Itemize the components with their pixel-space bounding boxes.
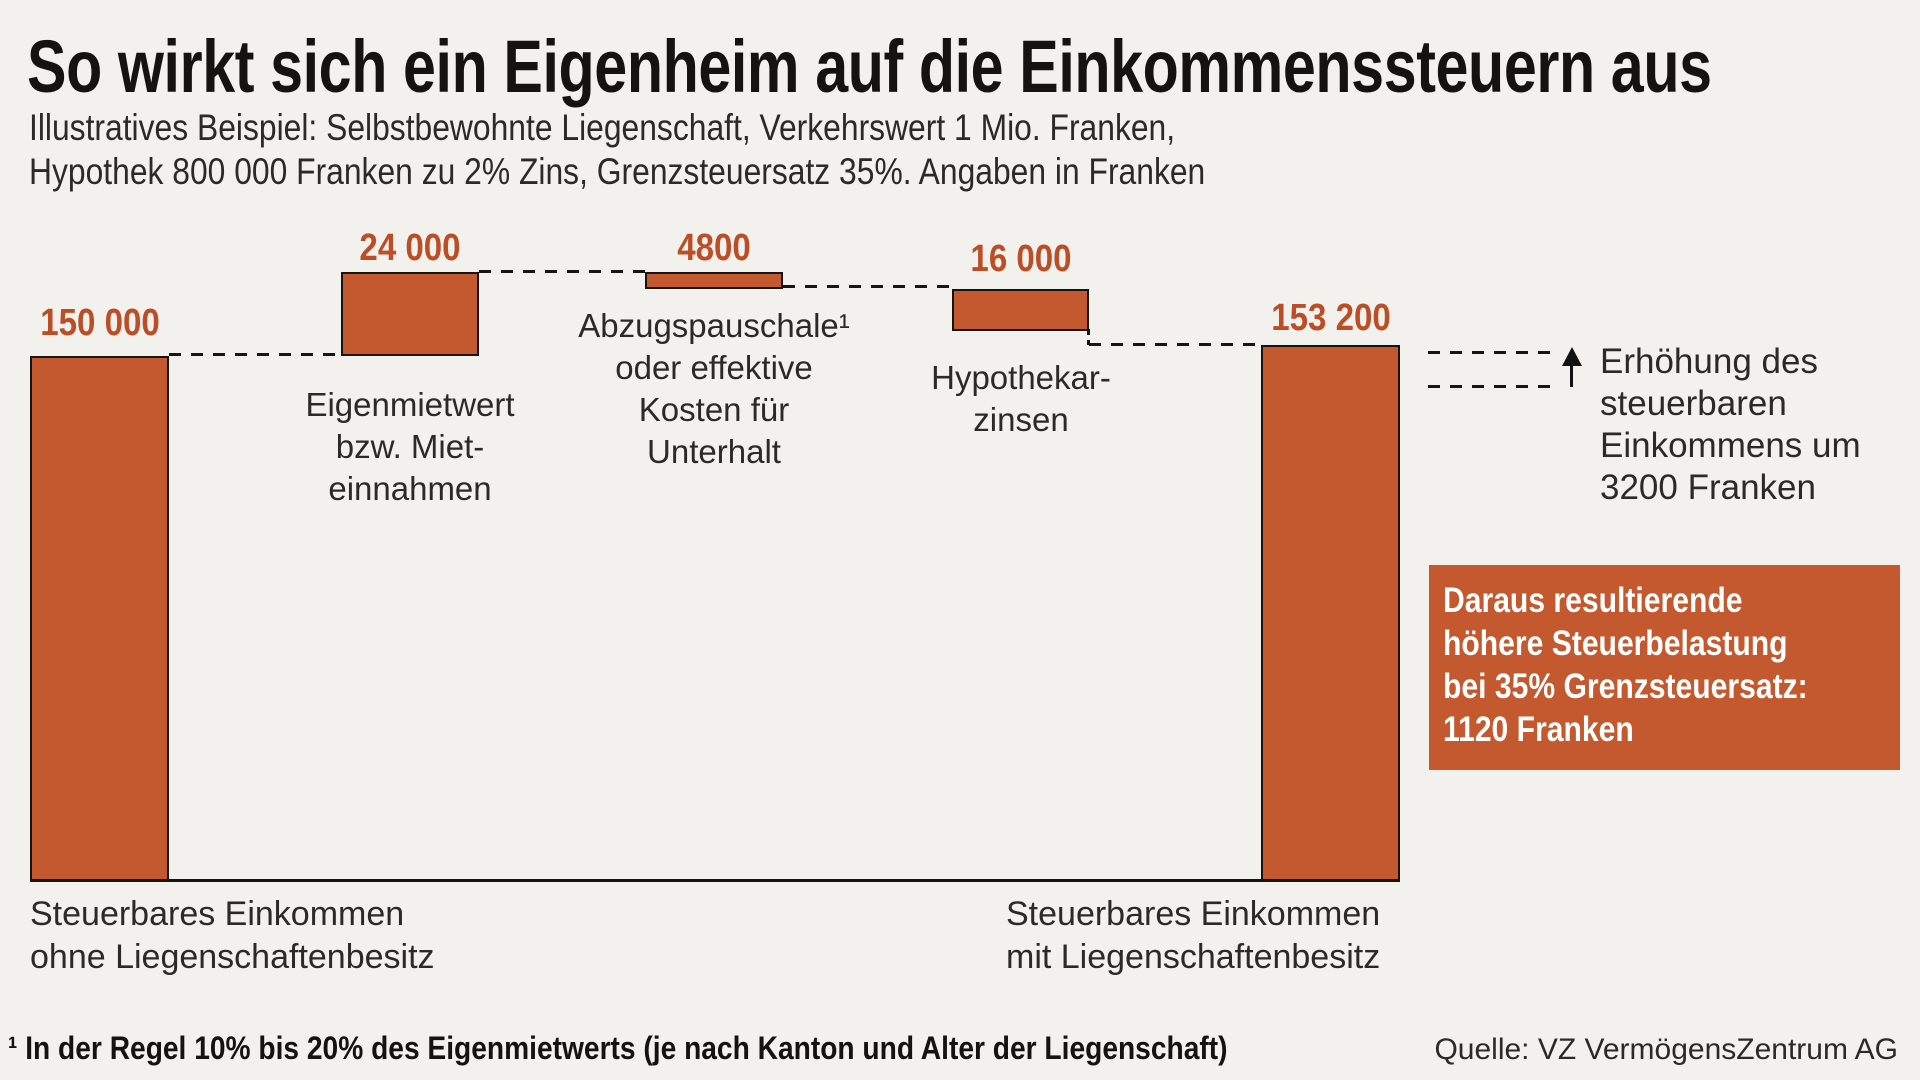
chart-subtitle: Illustratives Beispiel: Selbstbewohnte L… — [29, 107, 1206, 192]
connector-dashed-line — [783, 285, 952, 288]
bar-abzugspauschale — [645, 272, 783, 289]
bar-steuerbares-einkommen-ohne — [30, 356, 169, 881]
tax-callout-text: Daraus resultierende höhere Steuerbelastu… — [1443, 581, 1808, 749]
bar-label-hypothekarzinsen: Hypothekar-zinsen — [931, 359, 1111, 438]
value-label-eigenmietwert: 24 000 — [359, 227, 461, 269]
source-credit: Quelle: VZ VermögensZentrum AG — [1434, 1033, 1898, 1066]
connector-dashed-line-vertical — [1087, 329, 1090, 345]
value-label-steuerbares-einkommen-mit: 153 200 — [1271, 297, 1391, 339]
bar-label-abzugspauschale: Abzugspauschale¹ oder effektive Kosten für… — [578, 307, 850, 470]
tax-callout-box: Daraus resultierende höhere Steuerbelastu… — [1429, 565, 1900, 770]
connector-dashed-line — [169, 353, 341, 356]
up-arrow-icon — [1562, 347, 1582, 366]
bar-steuerbares-einkommen-mit — [1261, 345, 1400, 881]
axis-label-mit: Steuerbares Einkommen mit Liegenschaftenb… — [1006, 895, 1381, 976]
bar-label-eigenmietwert: Eigenmietwert bzw. Miet-einnahmen — [305, 386, 515, 507]
bar-hypothekarzinsen — [952, 289, 1089, 331]
difference-dashed-line-top — [1428, 351, 1554, 354]
page-title: So wirkt sich ein Eigenheim auf die Eink… — [27, 25, 1712, 108]
connector-dashed-line — [1089, 343, 1261, 346]
up-arrow-shaft — [1570, 362, 1573, 387]
increase-annotation: Erhöhung des steuerbaren Einkommens um 3200… — [1600, 342, 1861, 507]
connector-dashed-line — [479, 270, 645, 273]
bar-eigenmietwert — [341, 272, 479, 356]
value-label-hypothekarzinsen: 16 000 — [970, 238, 1072, 280]
footnote: ¹ In der Regel 10% bis 20% des Eigenmiet… — [8, 1030, 1228, 1066]
axis-label-ohne: Steuerbares Einkommen ohne Liegenschaften… — [30, 895, 435, 976]
value-label-steuerbares-einkommen-ohne: 150 000 — [40, 302, 160, 344]
value-label-abzugspauschale: 4800 — [677, 227, 751, 269]
difference-dashed-line-bottom — [1428, 385, 1554, 388]
baseline-axis — [30, 879, 1400, 882]
